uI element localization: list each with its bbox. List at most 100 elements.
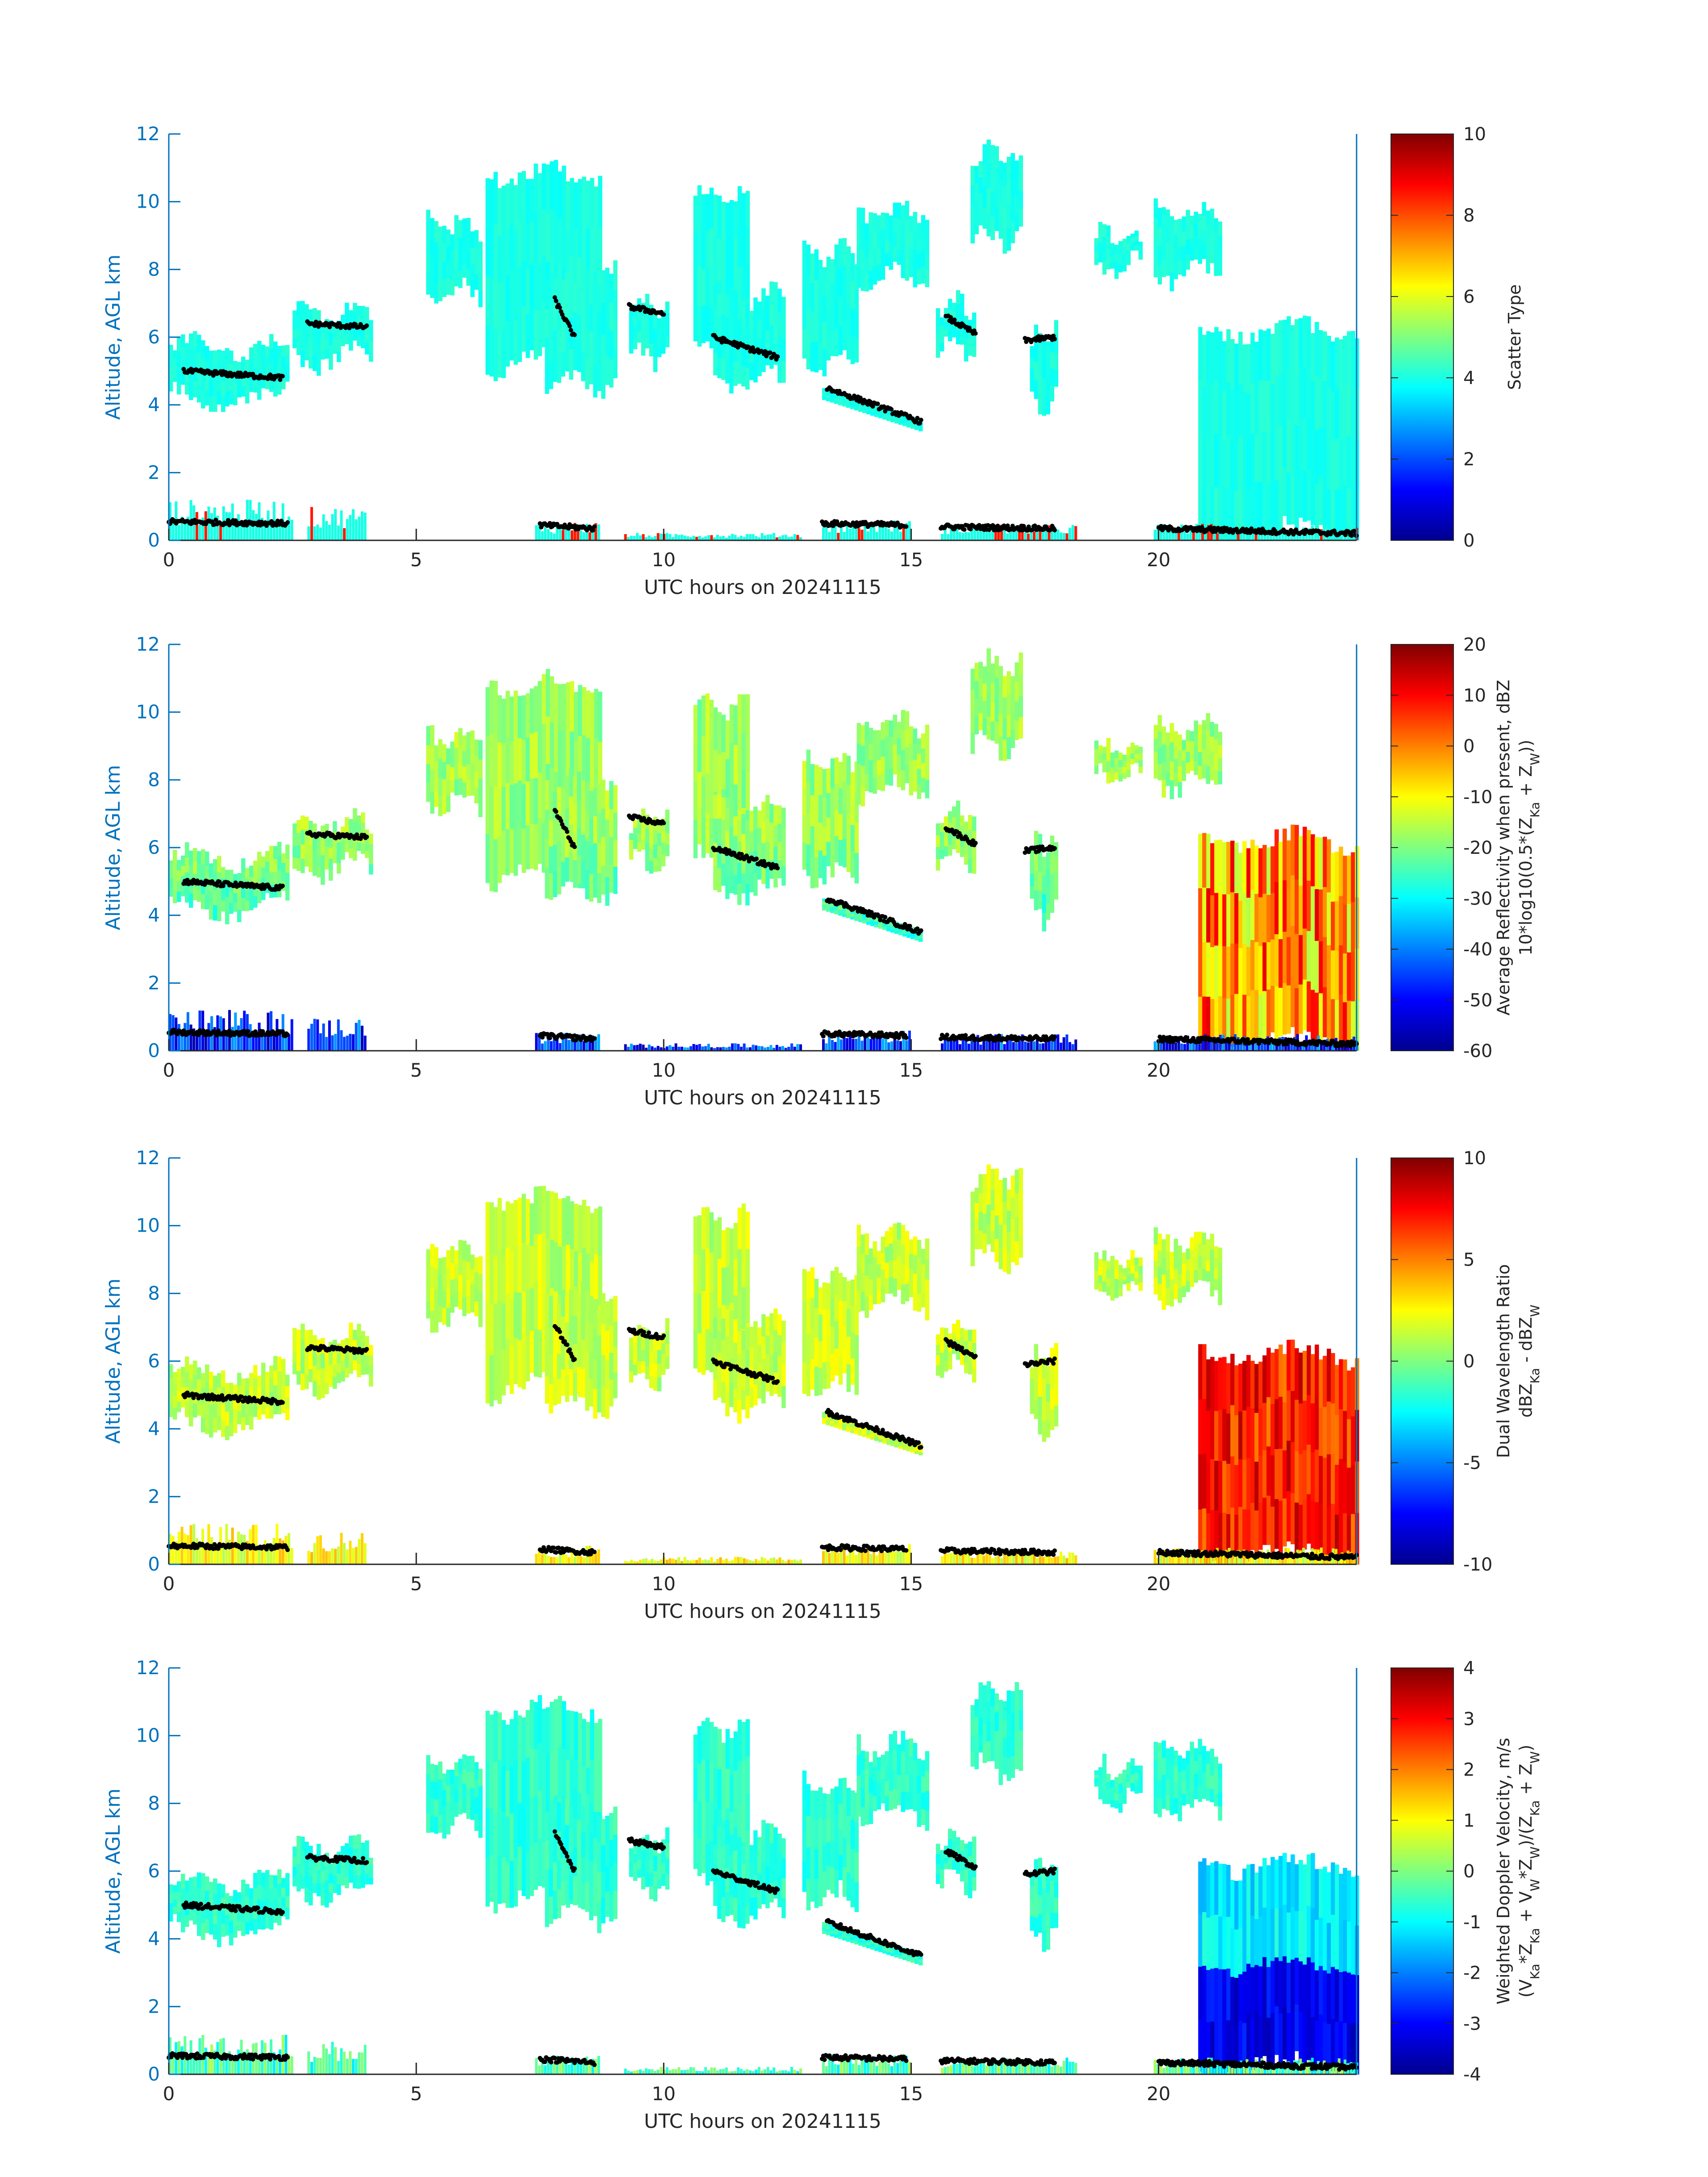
- radar-cell: [345, 834, 349, 844]
- radar-cell: [1238, 852, 1243, 901]
- radar-cell: [325, 329, 329, 339]
- radar-cell: [285, 886, 290, 901]
- radar-cell: [873, 762, 877, 778]
- radar-cell: [478, 242, 483, 259]
- radar-cell: [725, 202, 730, 244]
- radar-cell: [462, 218, 467, 234]
- radar-cell: [1238, 384, 1243, 436]
- radar-cell: [345, 826, 349, 835]
- radar-cell: [1290, 875, 1295, 926]
- radar-cell: [1122, 755, 1127, 761]
- radar-cell: [846, 909, 851, 912]
- radar-cell: [806, 844, 811, 876]
- radar-cell: [1046, 359, 1050, 378]
- radar-cell: [1038, 353, 1042, 374]
- radar-cell: [721, 358, 726, 380]
- radar-cell: [574, 740, 578, 790]
- radar-cell: [761, 330, 766, 351]
- radar-cell: [806, 749, 811, 781]
- radar-cell: [850, 309, 855, 337]
- radar-cell: [968, 329, 973, 338]
- radar-cell: [1210, 843, 1215, 895]
- radar-cell: [972, 845, 977, 860]
- radar-cell: [709, 818, 714, 858]
- radar-cell: [185, 343, 189, 356]
- radar-cell: [489, 228, 494, 278]
- radar-cell: [925, 761, 930, 780]
- radar-cell: [241, 871, 246, 885]
- surface-cell: [1198, 530, 1201, 540]
- radar-cell: [901, 710, 906, 731]
- radar-cell: [1222, 998, 1227, 1050]
- surface-cell: [316, 1019, 319, 1051]
- surface-cell: [1057, 1034, 1060, 1051]
- radar-cell: [869, 727, 873, 744]
- surface-cell: [1236, 533, 1240, 540]
- surface-cell: [1159, 1037, 1162, 1051]
- radar-cell: [1182, 740, 1186, 751]
- radar-cell: [1339, 994, 1343, 1044]
- radar-cell: [889, 769, 894, 786]
- radar-cell: [1295, 933, 1299, 988]
- surface-cell: [1272, 1040, 1275, 1051]
- radar-cell: [1214, 840, 1219, 893]
- radar-cell: [317, 343, 321, 359]
- surface-cell: [1012, 1042, 1015, 1051]
- radar-cell: [1214, 893, 1219, 946]
- surface-cell: [1018, 1040, 1021, 1051]
- surface-cell: [553, 1036, 556, 1051]
- radar-cell: [296, 341, 301, 355]
- radar-cell: [493, 839, 498, 892]
- radar-cell: [901, 242, 906, 260]
- surface-cell: [319, 527, 322, 540]
- radar-cell: [729, 288, 734, 314]
- radar-cell: [273, 1356, 278, 1371]
- radar-cell: [982, 186, 987, 208]
- cloud-region: [1094, 221, 1143, 279]
- radar-cell: [978, 177, 983, 194]
- radar-cell: [649, 836, 654, 849]
- radar-cell: [217, 349, 221, 364]
- radar-cell: [944, 836, 948, 847]
- surface-cell: [855, 1039, 858, 1051]
- radar-cell: [1038, 834, 1042, 853]
- radar-cell: [1242, 485, 1247, 533]
- radar-cell: [237, 910, 242, 923]
- radar-cell: [982, 683, 987, 701]
- surface-cell: [710, 535, 713, 540]
- radar-cell: [329, 869, 333, 881]
- radar-cell: [842, 810, 847, 839]
- surface-cell: [793, 1046, 796, 1051]
- radar-cell: [577, 343, 581, 372]
- surface-cell: [645, 1048, 648, 1051]
- radar-cell: [197, 368, 201, 386]
- surface-cell: [665, 1046, 668, 1051]
- radar-cell: [1295, 478, 1299, 531]
- radar-cell: [753, 318, 758, 340]
- radar-cell: [972, 831, 977, 845]
- surface-cell: [1074, 526, 1077, 540]
- radar-cell: [705, 693, 710, 734]
- surface-cell: [279, 1029, 282, 1051]
- radar-cell: [586, 690, 590, 738]
- radar-cell: [1098, 758, 1103, 764]
- surface-cell: [746, 1047, 749, 1051]
- radar-cell: [1290, 976, 1295, 1027]
- radar-cell: [1274, 934, 1279, 987]
- radar-cell: [1034, 850, 1038, 871]
- radar-cell: [1311, 381, 1315, 430]
- radar-cell: [1182, 770, 1186, 781]
- surface-cell: [725, 537, 728, 540]
- radar-cell: [838, 903, 843, 907]
- radar-cell: [313, 1350, 317, 1366]
- radar-cell: [197, 1367, 201, 1380]
- radar-cell: [1262, 990, 1267, 1040]
- surface-cell: [773, 533, 776, 540]
- radar-cell: [337, 842, 341, 853]
- marker-dot: [211, 373, 216, 378]
- radar-cell: [1138, 242, 1143, 247]
- surface-cell: [1021, 1034, 1024, 1051]
- radar-cell: [1214, 754, 1219, 770]
- radar-cell: [765, 865, 770, 889]
- radar-cell: [225, 883, 230, 898]
